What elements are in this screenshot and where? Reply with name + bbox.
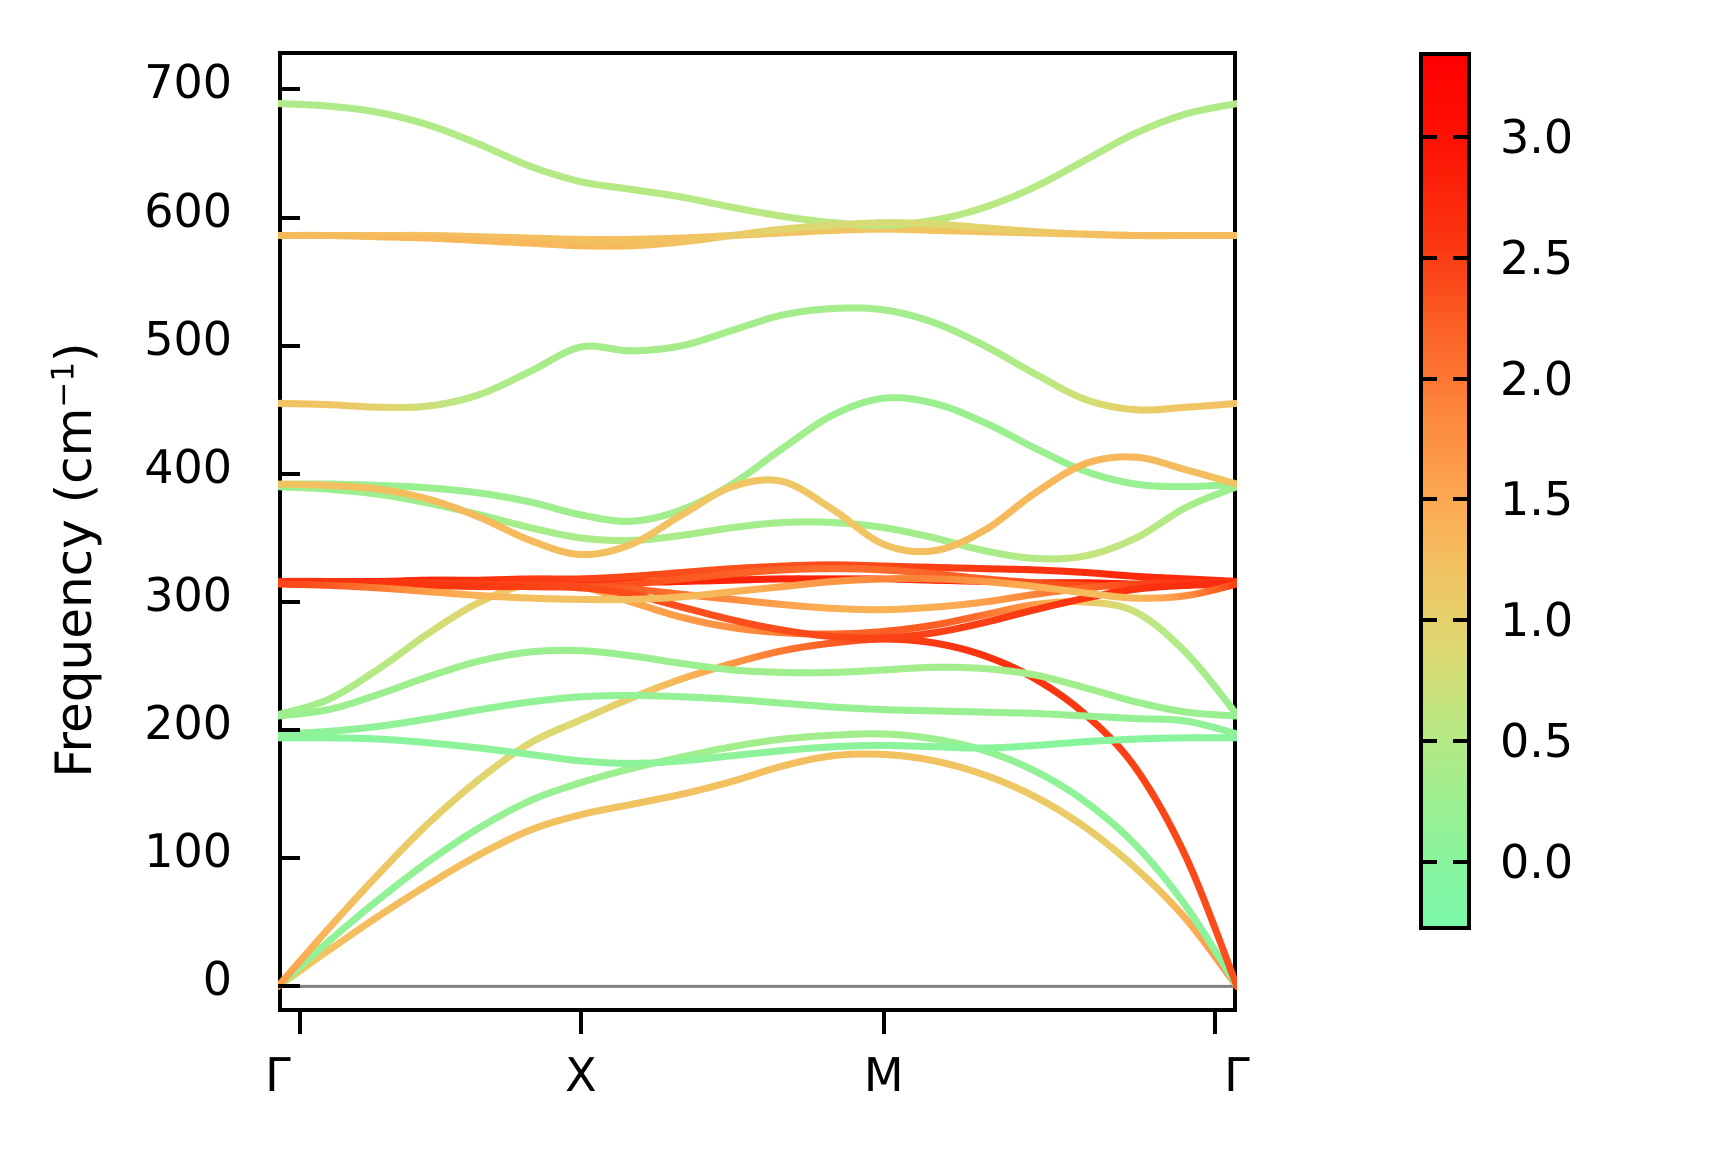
y-tick-mark-700	[278, 87, 300, 92]
y-tick-mark-400	[278, 471, 300, 476]
colorbar-tick-right-6	[1453, 134, 1471, 139]
y-tick-mark-0	[278, 984, 300, 989]
y-tick-mark-600	[278, 215, 300, 220]
y-tick-label-700: 700	[144, 55, 232, 110]
colorbar-tick-left-3	[1419, 497, 1437, 502]
phonon-band-13	[278, 575, 1237, 604]
colorbar-tick-left-6	[1419, 134, 1437, 139]
colorbar-tick-label-3.0: 3.0	[1500, 109, 1574, 164]
colorbar-tick-right-2	[1453, 618, 1471, 623]
colorbar-tick-left-0	[1419, 860, 1437, 865]
colorbar-tick-label-2.5: 2.5	[1500, 230, 1574, 285]
y-tick-label-200: 200	[144, 696, 232, 751]
x-tick-label-2: M	[863, 1048, 904, 1102]
colorbar-tick-left-2	[1419, 618, 1437, 623]
phonon-band-12	[278, 580, 1237, 642]
y-tick-label-0: 0	[202, 952, 232, 1007]
band-structure-canvas	[278, 100, 1237, 990]
colorbar-tick-left-1	[1419, 739, 1437, 744]
colorbar-tick-label-1.0: 1.0	[1500, 593, 1574, 648]
colorbar-tick-right-3	[1453, 497, 1471, 502]
colorbar-tick-left-5	[1419, 255, 1437, 260]
x-tick-mark-0	[298, 1012, 302, 1034]
phonon-band-20	[278, 219, 1237, 250]
y-tick-label-300: 300	[144, 567, 232, 622]
colorbar-tick-right-1	[1453, 739, 1471, 744]
y-tick-mark-200	[278, 728, 300, 733]
colorbar-tick-label-0.5: 0.5	[1500, 714, 1574, 769]
phonon-band-16	[278, 453, 1237, 559]
phonon-band-19	[278, 100, 1237, 229]
phonon-band-6	[278, 646, 1237, 720]
colorbar-tick-left-4	[1419, 376, 1437, 381]
y-tick-label-100: 100	[144, 824, 232, 879]
colorbar-tick-right-0	[1453, 860, 1471, 865]
colorbar-tick-right-4	[1453, 376, 1471, 381]
colorbar-tick-label-0.0: 0.0	[1500, 835, 1574, 890]
y-tick-mark-100	[278, 856, 300, 861]
x-tick-mark-2	[881, 1012, 886, 1034]
phonon-band-14	[278, 483, 1237, 563]
x-tick-label-3: Γ	[1224, 1048, 1250, 1102]
y-axis-ticks: 0 100 200 300 400 500 600 700	[0, 0, 252, 1162]
y-tick-mark-500	[278, 343, 300, 348]
colorbar-gradient	[1423, 56, 1467, 926]
colorbar-tick-label-1.5: 1.5	[1500, 472, 1574, 527]
phonon-band-4	[278, 734, 1237, 767]
colorbar-tick-right-5	[1453, 255, 1471, 260]
phonon-band-3	[278, 635, 1237, 990]
colorbar-tick-label-2.0: 2.0	[1500, 351, 1574, 406]
y-tick-label-600: 600	[144, 183, 232, 238]
y-tick-label-400: 400	[144, 439, 232, 494]
y-tick-label-500: 500	[144, 311, 232, 366]
phonon-band-17	[278, 304, 1237, 414]
x-tick-label-0: Γ	[265, 1048, 291, 1102]
y-tick-mark-300	[278, 599, 300, 604]
x-tick-label-1: X	[565, 1048, 597, 1102]
x-tick-mark-3	[1213, 1012, 1217, 1034]
phonon-band-5	[278, 692, 1237, 738]
x-tick-mark-1	[578, 1012, 583, 1034]
